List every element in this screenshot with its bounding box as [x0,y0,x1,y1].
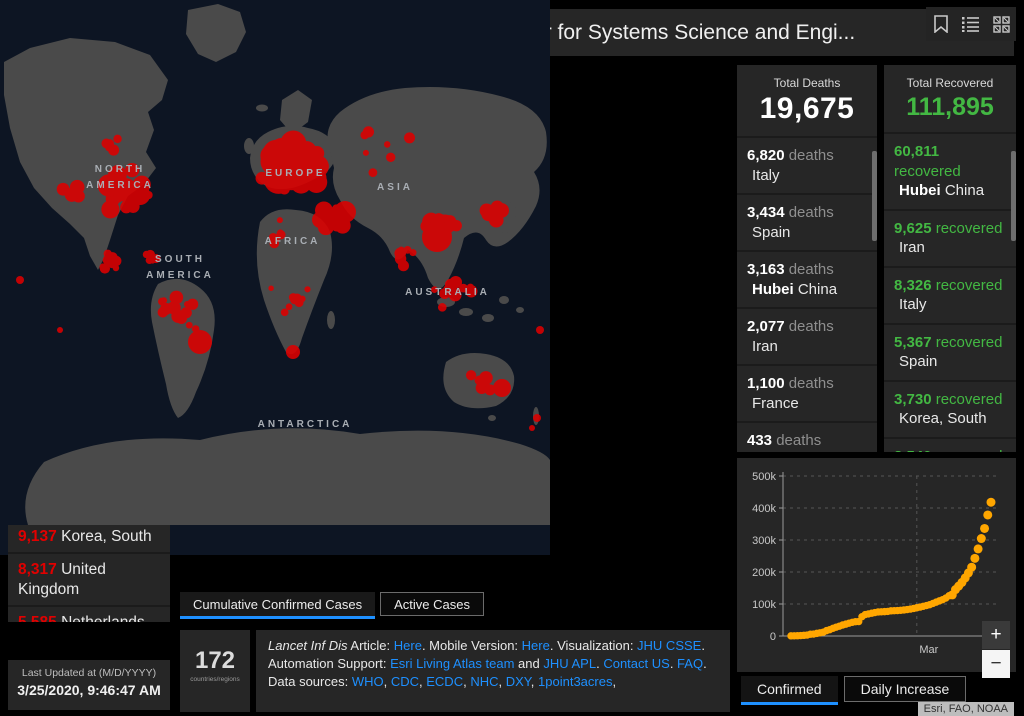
country-count-label: countries/regions [190,676,240,683]
inline-link[interactable]: DXY [505,674,531,690]
confirmed-trend-chart: 0 100k 200k 300k 400k 500k Mar [752,471,1005,656]
tab-confirmed[interactable]: Confirmed [741,676,838,705]
info-text: Data sources: [268,674,352,690]
country-count-panel: 172 countries/regions [180,630,250,712]
confirmed-list-item[interactable]: 5,585 Netherlands [8,604,170,622]
svg-text:100k: 100k [752,599,776,611]
inline-link[interactable]: CDC [390,674,420,690]
svg-text:300k: 300k [752,535,776,547]
inline-link[interactable]: 1point3acres [538,674,613,690]
svg-text:Mar: Mar [919,644,938,656]
inline-link[interactable]: Here [521,638,550,653]
total-recovered-panel: Total Recovered 111,895 60,811 recovered… [884,65,1016,452]
inline-link[interactable]: ECDC [426,674,464,690]
info-text: , [463,674,471,690]
tab-active-cases[interactable]: Active Cases [380,592,484,616]
info-text: . [596,656,604,672]
recovered-list: 60,811 recovered Hubei China 9,625 recover… [884,132,1016,452]
last-updated-label: Last Updated at (M/D/YYYY) [21,667,157,679]
info-text: , [383,674,391,690]
total-recovered-value: 111,895 [906,93,994,121]
chart-tab-bar: Confirmed Daily Increase [741,676,972,705]
info-text: and [514,656,544,672]
info-links-panel: Lancet Inf Dis Article: Here. Mobile Ver… [256,630,730,712]
confirmed-list-item[interactable]: 8,317 United Kingdom [8,552,170,605]
info-text: , [419,674,427,690]
recovered-list-item[interactable]: 9,625 recovered Iran [884,208,1016,266]
country-count-value: 172 [194,647,236,674]
info-text: . [669,656,678,672]
info-text: . Mobile Version: [421,638,522,653]
info-text: , [612,674,617,690]
inline-link[interactable]: WHO [351,674,384,690]
info-text: . Automation Support: [268,638,705,672]
inline-link[interactable]: Esri Living Atlas team [390,656,515,672]
total-deaths-label: Total Deaths [773,76,841,90]
deaths-list: 6,820 deaths Italy 3,434 deaths Spain 3,163 … [737,136,877,452]
inline-link[interactable]: JHU APL [543,656,597,672]
deaths-list-item[interactable]: 3,434 deaths Spain [737,193,877,250]
deaths-list-item[interactable]: 2,077 deaths Iran [737,307,877,364]
last-updated-panel: Last Updated at (M/D/YYYY) 3/25/2020, 9:… [8,660,170,710]
tab-daily-increase[interactable]: Daily Increase [843,676,967,702]
last-updated-value: 3/25/2020, 9:46:47 AM [17,682,161,698]
scrollbar[interactable] [872,151,877,241]
info-text: , [498,674,506,690]
scrollbar[interactable] [1011,151,1016,241]
svg-text:500k: 500k [752,471,776,483]
recovered-list-item[interactable]: 3,540 recoveredGermany [884,436,1016,452]
inline-link[interactable]: Contact US [603,656,670,672]
inline-link[interactable]: Here [393,638,422,653]
svg-text:0: 0 [770,631,776,643]
info-text: Lancet Inf Dis [268,638,348,653]
info-text: Article: [347,638,394,653]
info-text: . [703,656,707,672]
svg-text:200k: 200k [752,567,776,579]
inline-link[interactable]: JHU CSSE [637,638,702,653]
total-recovered-label: Total Recovered [906,76,994,90]
recovered-list-item[interactable]: 3,730 recovered Korea, South [884,379,1016,437]
tab-cumulative-confirmed-cases[interactable]: Cumulative Confirmed Cases [180,592,376,619]
confirmed-trend-chart-panel: 0 100k 200k 300k 400k 500k Mar [737,458,1016,672]
recovered-list-item[interactable]: 8,326 recovered Italy [884,265,1016,323]
map-tab-bar: Cumulative Confirmed Cases Active Cases [180,592,489,619]
deaths-list-item[interactable]: 6,820 deaths Italy [737,136,877,193]
recovered-list-item[interactable]: 60,811 recovered Hubei China [884,132,1016,209]
inline-link[interactable]: NHC [470,674,499,690]
deaths-list-item[interactable]: 1,100 deaths France [737,364,877,421]
info-text: , [530,674,539,690]
inline-link[interactable]: FAQ [677,656,704,672]
info-text: . Visualization: [549,638,638,653]
total-deaths-panel: Total Deaths 19,675 6,820 deaths Italy 3,4… [737,65,877,452]
map-canvas [0,0,550,525]
svg-text:400k: 400k [752,503,776,515]
total-deaths-value: 19,675 [759,92,855,125]
deaths-list-item[interactable]: 3,163 deaths Hubei China [737,250,877,307]
deaths-list-item[interactable]: 433 deathsUnited Kingdom [737,421,877,452]
recovered-list-item[interactable]: 5,367 recovered Spain [884,322,1016,380]
